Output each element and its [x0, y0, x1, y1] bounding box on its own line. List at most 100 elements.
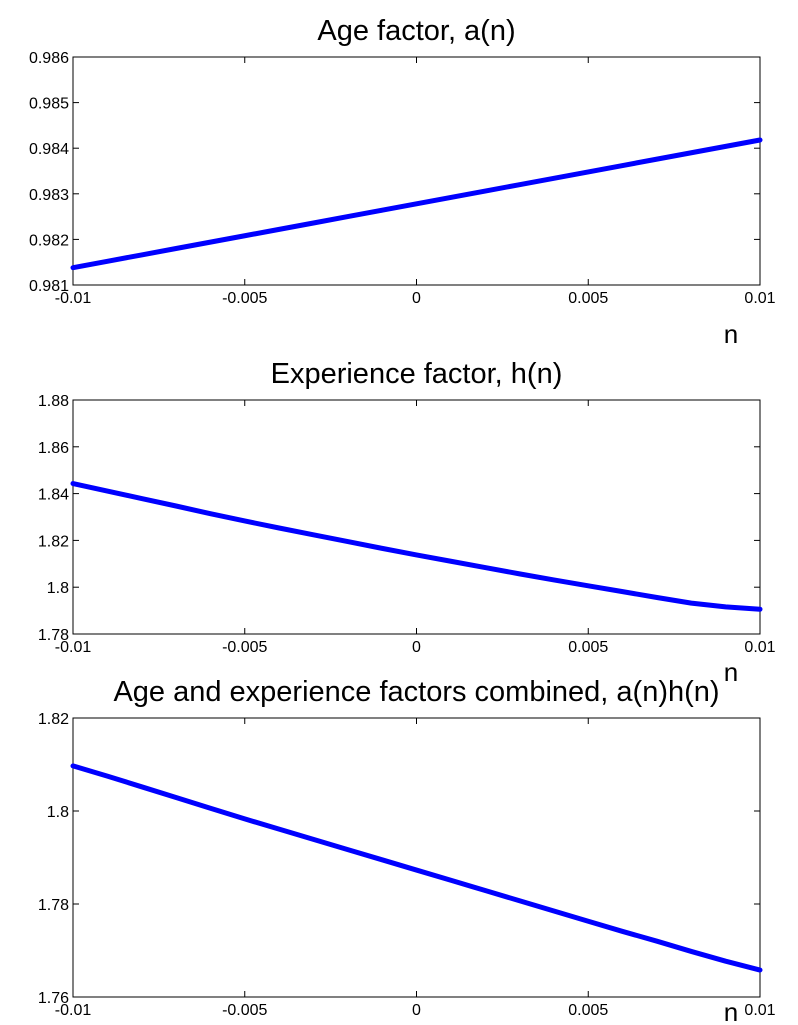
- data-point: [655, 158, 658, 161]
- x-tick-label: 0.01: [744, 639, 775, 656]
- data-point: [621, 164, 624, 167]
- x-tick-label: -0.005: [222, 290, 267, 307]
- data-point: [346, 215, 349, 218]
- data-point: [175, 796, 178, 799]
- y-tick-label: 1.82: [38, 533, 69, 550]
- x-tick-label: 0.005: [568, 1002, 608, 1019]
- y-tick-label: 1.82: [38, 711, 69, 728]
- subplot-3: Age and experience factors combined, a(n…: [38, 676, 776, 1025]
- data-point: [587, 920, 590, 923]
- data-point: [209, 241, 212, 244]
- chart-title: Age and experience factors combined, a(n…: [113, 676, 719, 708]
- y-tick-label: 1.88: [38, 393, 69, 410]
- data-point: [72, 764, 75, 767]
- y-tick-label: 0.981: [29, 278, 69, 295]
- plot-area: [72, 717, 761, 998]
- data-point: [106, 775, 109, 778]
- data-point: [381, 209, 384, 212]
- data-point: [690, 602, 693, 605]
- series-line: [70, 763, 763, 973]
- data-point: [587, 170, 590, 173]
- x-tick-label: 0.01: [744, 290, 775, 307]
- data-point: [381, 547, 384, 550]
- data-point: [655, 596, 658, 599]
- data-point: [518, 572, 521, 575]
- data-point: [724, 960, 727, 963]
- data-point: [518, 899, 521, 902]
- data-point: [312, 221, 315, 224]
- data-point: [449, 196, 452, 199]
- data-point: [312, 533, 315, 536]
- data-point: [175, 247, 178, 250]
- data-point: [724, 605, 727, 608]
- data-point: [621, 590, 624, 593]
- data-point: [243, 519, 246, 522]
- x-tick-label: 0.005: [568, 639, 608, 656]
- data-point: [72, 482, 75, 485]
- y-tick-label: 1.8: [47, 804, 69, 821]
- data-point: [449, 560, 452, 563]
- data-point: [552, 909, 555, 912]
- data-point: [209, 807, 212, 810]
- chart-title: Age factor, a(n): [317, 15, 515, 47]
- chart-title: Experience factor, h(n): [271, 358, 563, 390]
- data-point: [243, 817, 246, 820]
- data-point: [690, 151, 693, 154]
- y-tick-label: 1.8: [47, 580, 69, 597]
- y-tick-label: 1.84: [38, 487, 69, 504]
- y-tick-label: 1.86: [38, 440, 69, 457]
- data-point: [209, 512, 212, 515]
- x-tick-label: -0.01: [55, 639, 92, 656]
- data-point: [484, 566, 487, 569]
- x-tick-label: 0.01: [744, 1002, 775, 1019]
- y-tick-label: 0.982: [29, 232, 69, 249]
- data-point: [759, 969, 762, 972]
- x-axis-label: n: [724, 319, 738, 349]
- data-point: [415, 553, 418, 556]
- data-point: [415, 869, 418, 872]
- data-point: [106, 490, 109, 493]
- data-point: [346, 848, 349, 851]
- data-point: [552, 177, 555, 180]
- data-point: [552, 578, 555, 581]
- data-point: [655, 940, 658, 943]
- subplot-2: Experience factor, h(n) -0.01 -0.005 0 0.005…: [38, 358, 776, 687]
- series-line: [70, 137, 763, 271]
- x-axis-label: n: [724, 997, 738, 1025]
- data-point: [175, 505, 178, 508]
- x-tick-label: -0.005: [222, 1002, 267, 1019]
- series-line: [70, 481, 763, 612]
- data-point: [72, 266, 75, 269]
- data-point: [140, 785, 143, 788]
- data-point: [140, 253, 143, 256]
- data-point: [140, 497, 143, 500]
- data-point: [449, 879, 452, 882]
- data-point: [621, 930, 624, 933]
- x-tick-label: 0: [412, 1002, 421, 1019]
- data-point: [381, 858, 384, 861]
- y-tick-label: 1.78: [38, 897, 69, 914]
- data-point: [759, 138, 762, 141]
- data-point: [759, 608, 762, 611]
- data-point: [106, 260, 109, 263]
- y-tick-label: 1.78: [38, 627, 69, 644]
- x-tick-label: -0.005: [222, 639, 267, 656]
- data-point: [724, 145, 727, 148]
- data-point: [243, 234, 246, 237]
- data-point: [484, 190, 487, 193]
- data-point: [278, 228, 281, 231]
- x-tick-label: -0.01: [55, 290, 92, 307]
- x-tick-label: -0.01: [55, 1002, 92, 1019]
- x-tick-label: 0: [412, 639, 421, 656]
- data-point: [518, 183, 521, 186]
- y-tick-label: 0.983: [29, 187, 69, 204]
- x-tick-label: 0: [412, 290, 421, 307]
- data-point: [278, 527, 281, 530]
- data-point: [278, 828, 281, 831]
- y-tick-label: 0.986: [29, 50, 69, 67]
- x-tick-label: 0.005: [568, 290, 608, 307]
- y-tick-label: 0.984: [29, 141, 69, 158]
- data-point: [484, 889, 487, 892]
- x-axis-label: n: [724, 657, 738, 687]
